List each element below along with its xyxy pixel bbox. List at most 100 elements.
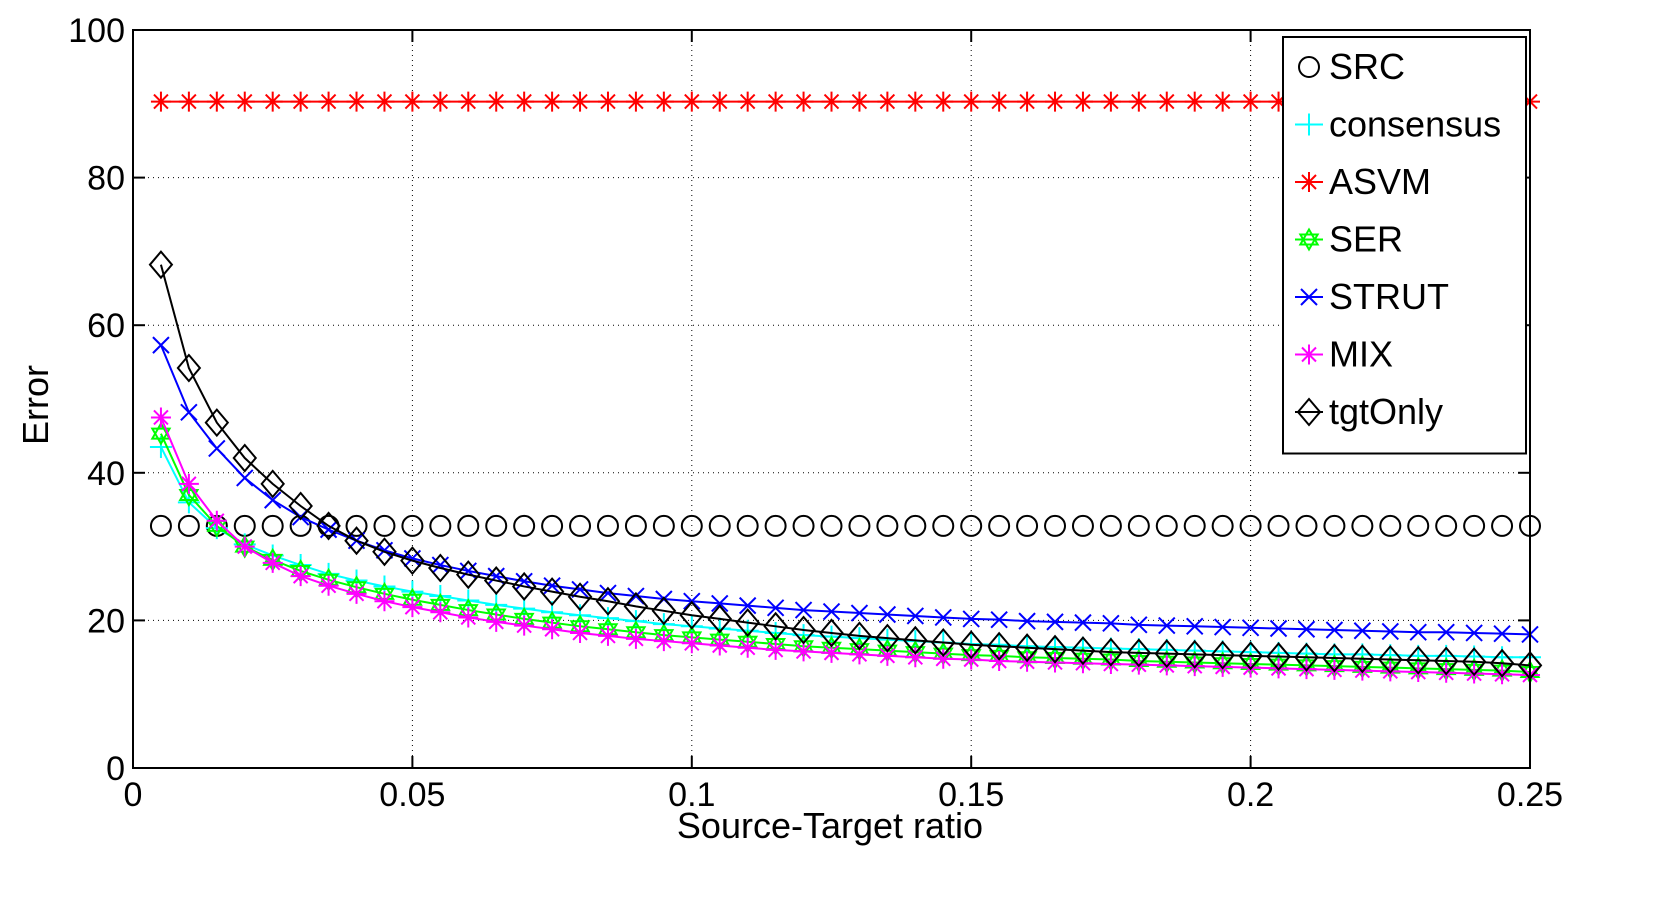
data-point — [1017, 91, 1038, 112]
data-point — [1437, 623, 1455, 641]
data-point — [961, 91, 982, 112]
data-point — [875, 623, 900, 653]
data-point — [765, 91, 786, 112]
data-point — [681, 633, 702, 654]
data-point — [905, 91, 926, 112]
data-point — [318, 575, 339, 596]
data-point — [346, 583, 367, 604]
data-point — [679, 600, 705, 630]
data-point — [236, 469, 254, 487]
x-tick-label: 0.2 — [1227, 776, 1274, 814]
series-layer — [148, 91, 1543, 686]
data-point — [1074, 613, 1092, 632]
data-point — [178, 473, 199, 494]
data-point — [681, 91, 702, 112]
data-point — [402, 597, 423, 618]
data-point — [988, 514, 1011, 537]
data-point — [458, 607, 479, 628]
y-tick-label: 80 — [87, 160, 125, 198]
data-point — [402, 91, 423, 112]
legend-item: SER — [1295, 219, 1403, 260]
data-point — [822, 602, 841, 621]
data-point — [903, 625, 928, 655]
data-point — [430, 91, 451, 112]
x-tick-label: 0.1 — [668, 776, 715, 814]
data-point — [848, 514, 871, 537]
data-point — [373, 514, 396, 537]
data-point — [542, 619, 563, 640]
data-point — [707, 604, 733, 634]
data-point — [1493, 624, 1511, 643]
data-point — [990, 610, 1008, 629]
data-point — [1491, 514, 1514, 537]
data-point — [960, 514, 983, 537]
data-point — [819, 618, 844, 648]
data-point — [792, 514, 815, 537]
data-point — [1130, 616, 1148, 634]
data-point — [1300, 288, 1318, 306]
data-point — [152, 336, 170, 354]
series-line — [160, 446, 1530, 659]
data-point — [680, 514, 703, 537]
legend-item: MIX — [1295, 334, 1393, 375]
data-point — [1267, 514, 1290, 537]
data-point — [345, 514, 368, 537]
data-point — [316, 511, 341, 541]
data-point — [958, 630, 984, 660]
data-point — [850, 604, 869, 622]
data-point — [849, 644, 870, 665]
data-point — [149, 514, 172, 537]
data-point — [1182, 639, 1208, 669]
data-point — [933, 91, 954, 112]
data-point — [374, 591, 395, 612]
data-point — [847, 621, 872, 651]
data-point — [1295, 514, 1318, 537]
series-line — [159, 264, 1531, 667]
legend-item: tgtOnly — [1295, 391, 1443, 432]
data-point — [571, 580, 589, 599]
data-point — [206, 510, 227, 531]
y-tick-label: 100 — [68, 12, 125, 50]
data-point — [372, 537, 397, 567]
data-point — [1296, 397, 1322, 427]
data-point — [1379, 514, 1402, 537]
data-point — [148, 250, 174, 280]
data-point — [708, 514, 731, 537]
data-point — [932, 514, 955, 537]
data-point — [1098, 637, 1124, 667]
data-point — [989, 650, 1010, 671]
legend-label: SRC — [1329, 46, 1405, 87]
data-point — [1405, 645, 1431, 675]
data-point — [262, 552, 283, 573]
data-point — [849, 91, 870, 112]
data-point — [821, 642, 842, 663]
data-point — [1407, 514, 1430, 537]
data-point — [458, 91, 479, 112]
data-point — [1099, 514, 1122, 537]
data-point — [400, 546, 425, 576]
legend-label: consensus — [1329, 104, 1501, 145]
data-point — [597, 91, 618, 112]
data-point — [597, 625, 618, 646]
data-point — [877, 645, 898, 666]
data-point — [288, 491, 313, 521]
data-point — [1211, 514, 1234, 537]
data-point — [569, 514, 592, 537]
data-point — [401, 514, 424, 537]
data-point — [150, 407, 171, 428]
legend-item: STRUT — [1295, 276, 1449, 317]
data-point — [429, 514, 452, 537]
data-point — [1158, 616, 1176, 635]
axis-ticks: 0 0.05 0.1 0.15 0.2 0.25 0 20 40 60 80 100 — [68, 12, 1563, 814]
data-point — [735, 608, 760, 638]
x-axis-title: Source-Target ratio — [677, 805, 983, 846]
data-point — [1323, 514, 1346, 537]
data-point — [1465, 624, 1483, 642]
legend-box — [1282, 36, 1527, 455]
data-point — [319, 520, 338, 539]
data-point — [1461, 647, 1487, 677]
data-point — [906, 607, 925, 625]
series-line — [160, 433, 1531, 674]
data-point — [736, 514, 759, 537]
